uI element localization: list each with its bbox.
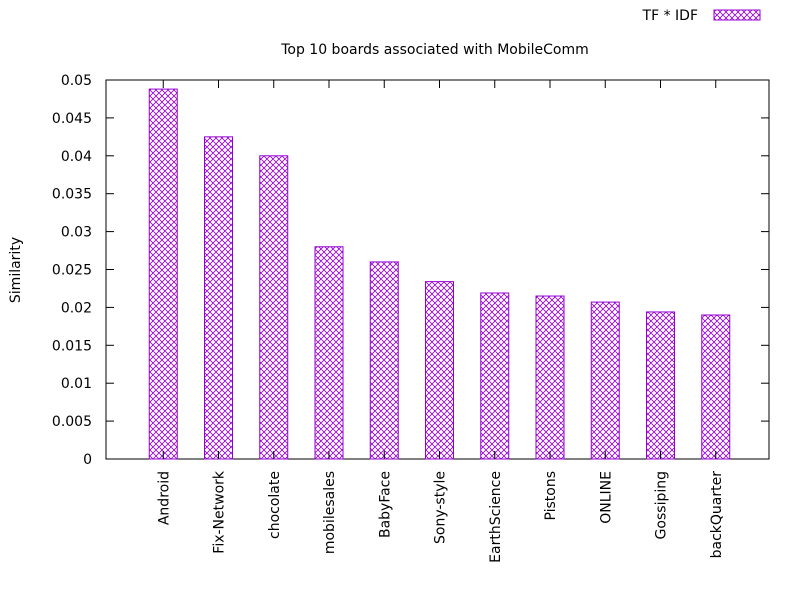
bar-sony-style	[425, 281, 454, 460]
x-tick-label: Fix-Network	[212, 470, 228, 554]
legend-label: TF * IDF	[642, 8, 698, 24]
x-tick-label: chocolate	[267, 471, 283, 539]
bar-backquarter	[701, 314, 731, 460]
y-tick-label: 0.045	[52, 111, 92, 127]
chart-title: Top 10 boards associated with MobileComm	[280, 42, 589, 58]
y-tick-label: 0.035	[52, 187, 92, 203]
legend-swatch	[713, 9, 761, 21]
bars	[148, 88, 731, 460]
y-tick-label: 0.01	[61, 376, 92, 392]
x-tick-label: mobilesales	[322, 471, 338, 554]
bar-earthscience	[480, 292, 510, 460]
bar-mobilesales	[314, 246, 344, 460]
bar-fix-network	[204, 136, 233, 460]
x-tick-label: backQuarter	[709, 471, 725, 559]
x-tick-label: EarthScience	[488, 471, 504, 563]
y-axis-ticks: 0 0.005 0.01 0.015 0.02 0.025 0.03 0.035 0.04 0.0…	[52, 73, 769, 468]
y-tick-label: 0.005	[52, 414, 92, 430]
y-tick-label: 0.015	[52, 338, 92, 354]
bar-pistons	[535, 295, 565, 460]
bar-online	[590, 301, 620, 460]
y-tick-label: 0.025	[52, 263, 92, 279]
x-tick-label: Pistons	[543, 471, 559, 521]
x-tick-label: ONLINE	[598, 471, 614, 524]
y-tick-label: 0.02	[61, 300, 92, 316]
x-tick-label: Sony-style	[433, 471, 449, 544]
x-tick-label: BabyFace	[377, 471, 393, 538]
y-tick-label: 0.04	[61, 149, 92, 165]
y-axis-label: Similarity	[8, 237, 24, 303]
y-tick-label: 0.05	[61, 73, 92, 89]
y-tick-label: 0.03	[61, 225, 92, 241]
x-axis-labels: Android Fix-Network chocolate mobilesales Ba…	[156, 80, 725, 563]
bar-chocolate	[259, 155, 289, 460]
y-tick-label: 0	[83, 452, 92, 468]
legend: TF * IDF	[642, 8, 761, 24]
x-tick-label: Android	[156, 471, 172, 525]
bar-android	[148, 88, 178, 460]
bar-babyface	[369, 261, 399, 460]
bar-gossiping	[646, 311, 675, 460]
x-tick-label: Gossiping	[654, 471, 670, 539]
